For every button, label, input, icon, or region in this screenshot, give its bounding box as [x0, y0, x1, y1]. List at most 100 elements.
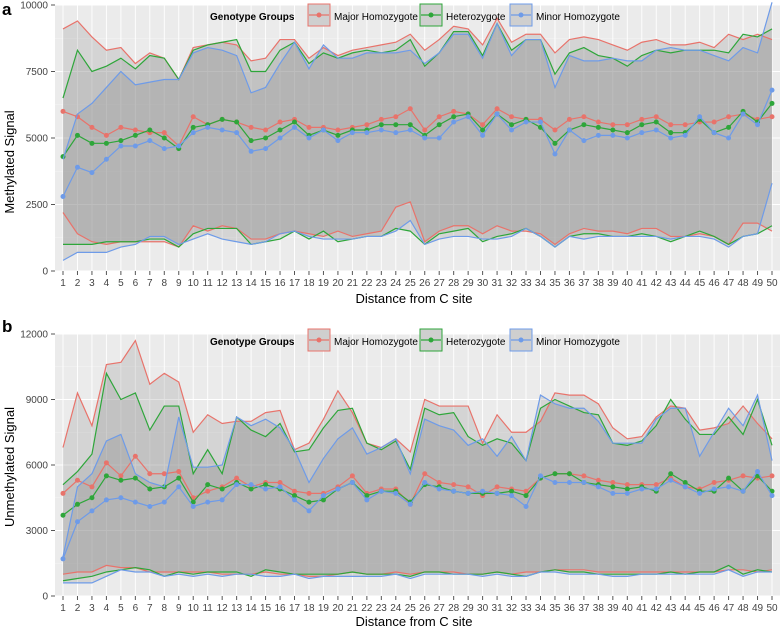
data-point-heterozygote [219, 486, 225, 492]
data-point-heterozygote [219, 116, 225, 122]
data-point-major-homozygote [161, 130, 167, 136]
x-tick-label: 25 [405, 278, 417, 289]
x-tick-label: 24 [390, 278, 402, 289]
data-point-heterozygote [248, 486, 254, 492]
data-point-heterozygote [248, 138, 254, 144]
x-tick-label: 11 [202, 603, 213, 614]
data-point-minor-homozygote [595, 132, 601, 138]
data-point-major-homozygote [711, 479, 717, 485]
x-tick-label: 3 [89, 603, 95, 614]
data-point-minor-homozygote [263, 146, 269, 152]
x-tick-label: 37 [578, 603, 590, 614]
x-tick-label: 41 [636, 603, 648, 614]
data-point-major-homozygote [205, 488, 211, 494]
data-point-heterozygote [566, 471, 572, 477]
data-point-heterozygote [320, 497, 326, 503]
x-tick-label: 5 [118, 603, 124, 614]
data-point-major-homozygote [509, 114, 515, 120]
x-tick-label: 40 [622, 278, 634, 289]
legend-title: Genotype Groups [210, 337, 295, 348]
data-point-major-homozygote [494, 106, 500, 112]
panel-letter: a [2, 0, 12, 19]
data-point-heterozygote [74, 132, 80, 138]
data-point-major-homozygote [89, 124, 95, 130]
data-point-heterozygote [118, 138, 124, 144]
x-tick-label: 9 [176, 603, 182, 614]
data-point-minor-homozygote [74, 519, 80, 525]
legend-key-point [518, 337, 524, 343]
data-point-major-homozygote [349, 473, 355, 479]
panel-a: a Methylated Signal Distance from C site… [2, 0, 780, 306]
data-point-major-homozygote [393, 114, 399, 120]
data-point-minor-homozygote [726, 135, 732, 141]
data-point-minor-homozygote [465, 490, 471, 496]
data-point-minor-homozygote [335, 486, 341, 492]
x-tick-label: 33 [520, 603, 532, 614]
data-point-minor-homozygote [349, 130, 355, 136]
data-point-minor-homozygote [422, 479, 428, 485]
x-tick-label: 30 [477, 278, 489, 289]
data-point-major-homozygote [581, 114, 587, 120]
x-tick-label: 32 [506, 278, 518, 289]
x-tick-label: 30 [477, 603, 489, 614]
x-tick-label: 15 [260, 278, 272, 289]
y-tick-label: 12000 [20, 330, 48, 341]
data-point-major-homozygote [552, 127, 558, 133]
data-point-minor-homozygote [581, 479, 587, 485]
data-point-heterozygote [132, 475, 138, 481]
x-tick-label: 25 [405, 603, 417, 614]
data-point-minor-homozygote [263, 486, 269, 492]
data-point-major-homozygote [595, 477, 601, 483]
data-point-minor-homozygote [205, 124, 211, 130]
data-point-minor-homozygote [769, 493, 775, 499]
data-point-minor-homozygote [60, 194, 66, 200]
ribbon-major-homozygote [63, 18, 772, 248]
data-point-major-homozygote [161, 471, 167, 477]
data-point-heterozygote [451, 114, 457, 120]
x-tick-label: 27 [434, 603, 446, 614]
x-tick-label: 29 [463, 603, 475, 614]
data-point-heterozygote [364, 493, 370, 499]
data-point-minor-homozygote [726, 484, 732, 490]
data-point-major-homozygote [277, 479, 283, 485]
x-tick-label: 49 [752, 603, 764, 614]
data-point-minor-homozygote [205, 499, 211, 505]
x-tick-label: 26 [419, 603, 431, 614]
legend-key-point [428, 337, 434, 343]
data-point-minor-homozygote [668, 135, 674, 141]
x-tick-label: 44 [680, 278, 692, 289]
data-point-heterozygote [60, 512, 66, 518]
panel-b: b Unmethylated Signal Distance from C si… [2, 317, 780, 629]
x-tick-label: 46 [709, 278, 721, 289]
data-point-heterozygote [624, 130, 630, 136]
data-point-major-homozygote [118, 473, 124, 479]
y-tick-label: 10000 [20, 1, 48, 12]
x-tick-label: 49 [752, 278, 764, 289]
data-point-minor-homozygote [451, 119, 457, 125]
x-tick-label: 12 [217, 603, 229, 614]
data-point-heterozygote [263, 482, 269, 488]
upper-line-heterozygote [62, 371, 773, 486]
data-point-minor-homozygote [610, 132, 616, 138]
x-tick-label: 35 [549, 603, 561, 614]
legend-key-point [316, 337, 322, 343]
data-point-minor-homozygote [190, 130, 196, 136]
y-tick-label: 3000 [26, 526, 49, 537]
data-point-heterozygote [263, 135, 269, 141]
x-tick-label: 33 [520, 278, 532, 289]
data-point-heterozygote [292, 119, 298, 125]
legend: Genotype Groups Major Homozygote Heterozyg… [210, 328, 620, 352]
data-point-heterozygote [523, 493, 529, 499]
data-point-major-homozygote [480, 122, 486, 128]
x-tick-label: 20 [332, 278, 344, 289]
data-point-minor-homozygote [103, 156, 109, 162]
data-point-minor-homozygote [118, 143, 124, 149]
data-point-minor-homozygote [335, 138, 341, 144]
x-tick-label: 22 [361, 603, 373, 614]
data-point-minor-homozygote [755, 122, 761, 128]
x-tick-label: 36 [564, 603, 576, 614]
data-point-major-homozygote [523, 488, 529, 494]
data-point-minor-homozygote [523, 119, 529, 125]
x-tick-label: 38 [593, 603, 605, 614]
